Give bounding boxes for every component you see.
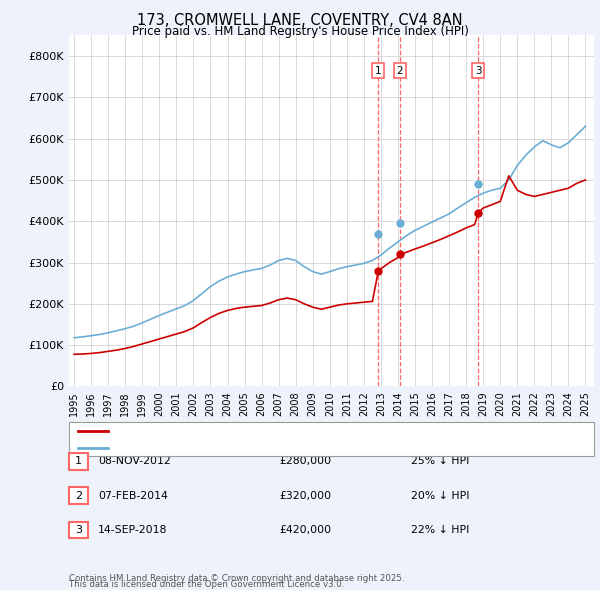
Text: £420,000: £420,000 [279,525,331,535]
Text: 3: 3 [475,65,481,76]
Text: 2: 2 [75,491,82,500]
Text: £320,000: £320,000 [279,491,331,500]
Text: 173, CROMWELL LANE, COVENTRY, CV4 8AN: 173, CROMWELL LANE, COVENTRY, CV4 8AN [137,13,463,28]
Text: HPI: Average price, detached house, Warwick: HPI: Average price, detached house, Warw… [114,443,340,453]
Text: 3: 3 [75,525,82,535]
Text: 20% ↓ HPI: 20% ↓ HPI [411,491,469,500]
Text: 1: 1 [375,65,382,76]
Text: 08-NOV-2012: 08-NOV-2012 [98,457,170,466]
Text: 1: 1 [75,457,82,466]
Text: Contains HM Land Registry data © Crown copyright and database right 2025.: Contains HM Land Registry data © Crown c… [69,574,404,583]
Text: 2: 2 [397,65,403,76]
Text: 25% ↓ HPI: 25% ↓ HPI [411,457,469,466]
Text: 22% ↓ HPI: 22% ↓ HPI [411,525,469,535]
Text: Price paid vs. HM Land Registry's House Price Index (HPI): Price paid vs. HM Land Registry's House … [131,25,469,38]
Text: 07-FEB-2014: 07-FEB-2014 [98,491,167,500]
Text: 14-SEP-2018: 14-SEP-2018 [98,525,167,535]
Text: 173, CROMWELL LANE, COVENTRY, CV4 8AN (detached house): 173, CROMWELL LANE, COVENTRY, CV4 8AN (d… [114,427,427,436]
Text: This data is licensed under the Open Government Licence v3.0.: This data is licensed under the Open Gov… [69,580,344,589]
Text: £280,000: £280,000 [279,457,331,466]
